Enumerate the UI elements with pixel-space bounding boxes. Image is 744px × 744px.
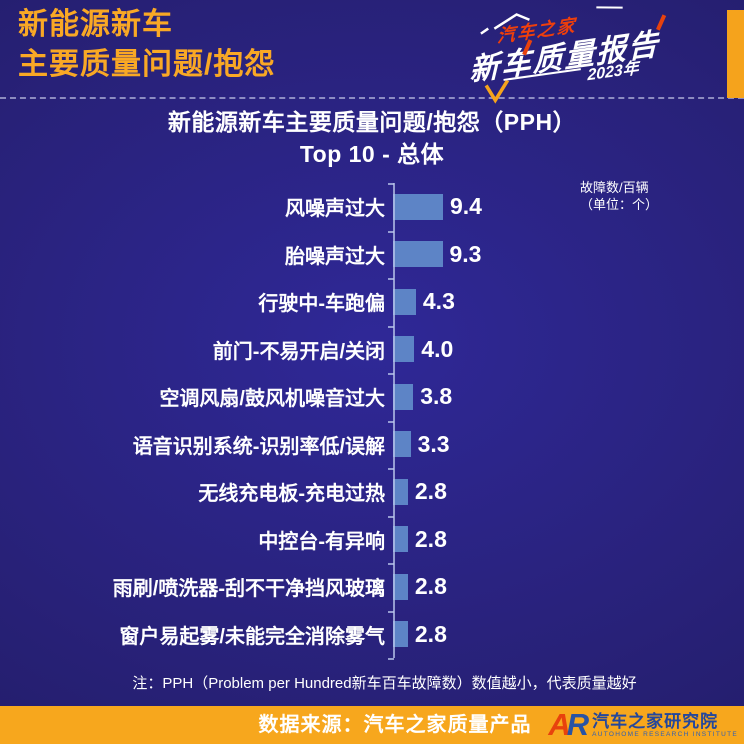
page-title-line2: 主要质量问题/抱怨 xyxy=(18,48,276,81)
institute-name-cn: 汽车之家研究院 xyxy=(592,711,719,731)
category-label: 窗户易起雾/未能完全消除雾气 xyxy=(119,625,385,648)
bar xyxy=(393,478,408,505)
value-label: 2.8 xyxy=(414,620,447,647)
bar xyxy=(393,621,408,648)
chart-row: 无线充电板-充电过热 2.8 xyxy=(0,468,744,516)
axis-tick xyxy=(388,183,394,185)
bar-and-value: 2.8 xyxy=(393,526,447,553)
value-label: 9.4 xyxy=(450,193,482,220)
category-label: 风噪声过大 xyxy=(285,198,385,221)
category-label: 雨刷/喷洗器-刮不干净挡风玻璃 xyxy=(112,578,385,601)
institute-name-en: AUTOHOME RESEARCH INSTITUTE xyxy=(592,730,738,738)
header: 新能源新车 主要质量问题/抱怨 汽车之家 新车质量报告 2023年 xyxy=(0,0,744,104)
category-label: 无线充电板-充电过热 xyxy=(198,483,385,506)
bar-and-value: 9.4 xyxy=(393,193,482,220)
chart-row: 前门-不易开启/关闭 4.0 xyxy=(0,326,744,374)
value-label: 2.8 xyxy=(414,525,447,552)
chart-row: 胎噪声过大 9.3 xyxy=(0,231,744,279)
bar-and-value: 3.8 xyxy=(393,383,452,410)
bar xyxy=(393,383,414,410)
value-label: 2.8 xyxy=(414,478,447,505)
footer: 数据来源：汽车之家质量产品 AR 汽车之家研究院 AUTOHOME RESEAR… xyxy=(0,706,744,744)
bar xyxy=(393,241,443,268)
axis-tick xyxy=(388,278,394,280)
bar-and-value: 4.0 xyxy=(393,336,453,363)
ar-logo-icon: AR xyxy=(548,707,589,742)
category-label: 空调风扇/鼓风机噪音过大 xyxy=(159,388,385,411)
bar xyxy=(393,573,408,600)
ar-logo-letter-r: R xyxy=(566,707,589,742)
bar xyxy=(393,288,416,315)
data-source-label: 数据来源：汽车之家质量产品 xyxy=(258,714,532,736)
unit-legend-line2: （单位：个） xyxy=(580,197,659,212)
chart-row: 雨刷/喷洗器-刮不干净挡风玻璃 2.8 xyxy=(0,563,744,611)
chart-row: 风噪声过大 9.4 xyxy=(0,183,744,231)
chart-row: 行驶中-车跑偏 4.3 xyxy=(0,278,744,326)
autohome-research-logo: AR 汽车之家研究院 AUTOHOME RESEARCH INSTITUTE xyxy=(548,708,738,742)
check-mark-icon xyxy=(484,79,514,110)
unit-legend-line1: 故障数/百辆 xyxy=(580,180,649,195)
bar xyxy=(393,193,443,220)
category-label: 前门-不易开启/关闭 xyxy=(212,340,385,363)
category-label: 中控台-有异响 xyxy=(258,530,385,553)
bar xyxy=(393,336,415,363)
axis-tick xyxy=(388,468,394,470)
value-label: 3.8 xyxy=(420,383,453,410)
chart-title-line2: Top 10 - 总体 xyxy=(299,141,445,167)
value-label: 2.8 xyxy=(414,573,447,600)
category-label: 语音识别系统-识别率低/误解 xyxy=(132,435,385,458)
bar-and-value: 9.3 xyxy=(393,241,481,268)
axis-tick xyxy=(388,515,394,518)
bar-rows: 风噪声过大 9.4 胎噪声过大 9.3 行驶中-车跑偏 4.3 前门-不易开启/关闭 4.0 空… xyxy=(0,183,744,658)
bar xyxy=(393,431,411,458)
bar-and-value: 2.8 xyxy=(393,621,447,648)
bar-and-value: 2.8 xyxy=(393,478,447,505)
speed-lines-icon xyxy=(477,0,629,41)
bar xyxy=(393,526,408,553)
bar-and-value: 3.3 xyxy=(393,431,450,458)
bar-and-value: 2.8 xyxy=(393,573,447,600)
value-label: 9.3 xyxy=(449,240,482,267)
chart-row: 空调风扇/鼓风机噪音过大 3.8 xyxy=(0,373,744,421)
orange-edge-tab xyxy=(727,10,744,98)
chart-row: 语音识别系统-识别率低/误解 3.3 xyxy=(0,421,744,469)
axis-tick xyxy=(388,420,394,423)
axis-tick xyxy=(388,610,394,613)
page-title: 新能源新车 主要质量问题/抱怨 xyxy=(18,5,275,85)
axis-tick xyxy=(388,563,394,565)
footnote: 注：PPH（Problem per Hundred新车百车故障数）数值越小，代表… xyxy=(132,675,637,692)
bar-and-value: 4.3 xyxy=(393,288,455,315)
value-label: 4.3 xyxy=(422,288,455,315)
category-label: 行驶中-车跑偏 xyxy=(258,293,385,316)
axis-tick xyxy=(388,230,394,233)
page-title-line1: 新能源新车 xyxy=(18,8,173,41)
ar-logo-letter-a: A xyxy=(548,707,570,742)
brand-badge: 汽车之家 新车质量报告 2023年 xyxy=(461,0,700,111)
value-label: 4.0 xyxy=(421,335,454,362)
axis-tick xyxy=(388,373,394,375)
institute-name: 汽车之家研究院 AUTOHOME RESEARCH INSTITUTE xyxy=(592,712,738,739)
category-label: 胎噪声过大 xyxy=(285,245,385,268)
red-slash-decoration xyxy=(656,14,667,31)
axis-tick xyxy=(388,325,394,328)
unit-legend: 故障数/百辆 （单位：个） xyxy=(580,179,658,213)
axis-tick xyxy=(388,658,394,660)
chart-title: 新能源新车主要质量问题/抱怨（PPH） Top 10 - 总体 xyxy=(0,106,744,170)
value-label: 3.3 xyxy=(417,430,450,457)
chart-title-line1: 新能源新车主要质量问题/抱怨（PPH） xyxy=(167,109,577,135)
chart-row: 中控台-有异响 2.8 xyxy=(0,516,744,564)
y-axis xyxy=(388,183,395,660)
chart-row: 窗户易起雾/未能完全消除雾气 2.8 xyxy=(0,611,744,659)
